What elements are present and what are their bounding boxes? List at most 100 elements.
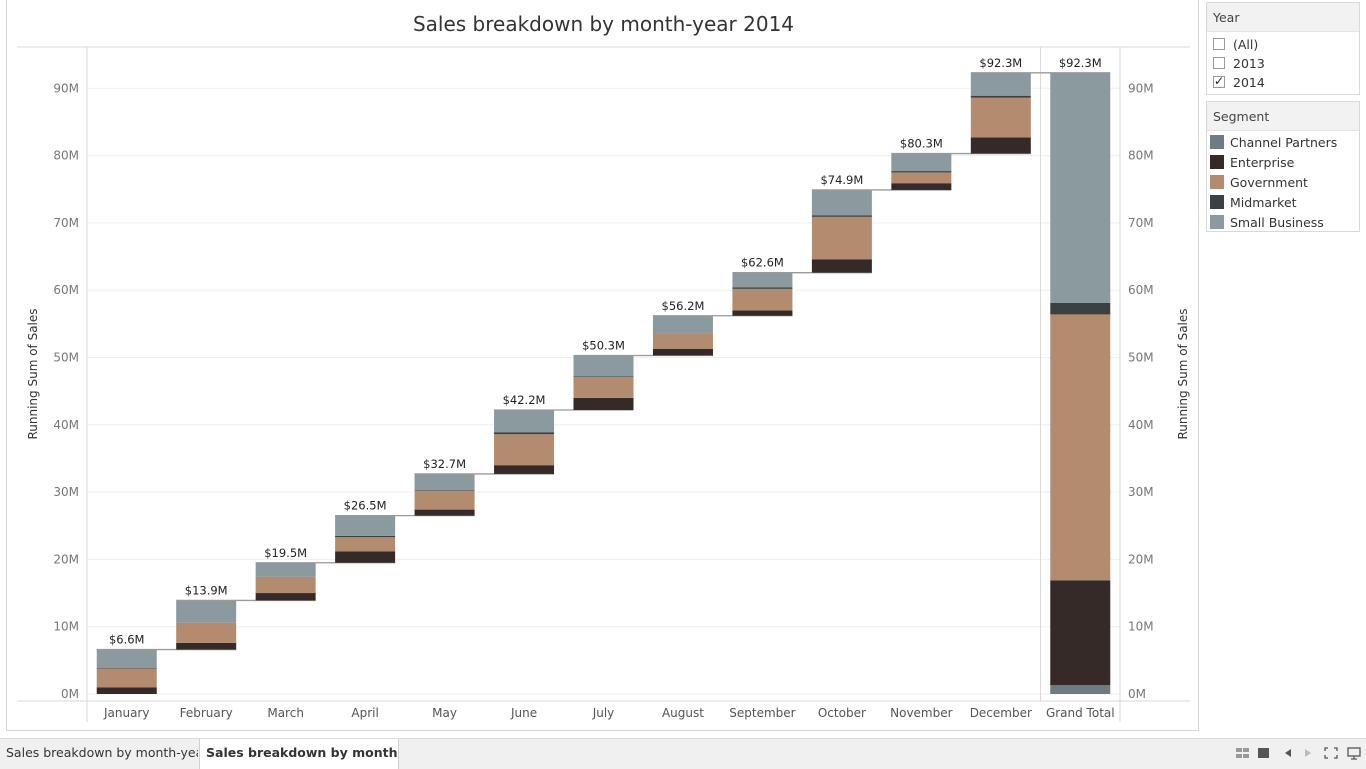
bar-segment-enterprise [891,183,952,190]
y-tick-label-right: 70M [1128,216,1154,230]
bar-segment-small-business [414,473,475,491]
bar-segment-government [891,172,952,184]
year-filter-title: Year [1213,10,1240,25]
legend-item-channel-partners[interactable]: Channel Partners [1210,133,1337,151]
y-tick-label-left: 20M [53,552,79,566]
checkbox-icon[interactable] [1213,57,1225,69]
chart-area: 0M 0M 10M 10M 20M 20M 30M 30M 40M 40M 50M 50M 60M 60M… [17,46,1190,722]
year-filter-header [1207,3,1359,32]
year-option-label: (All) [1233,36,1259,52]
bar-total-label: $19.5M [264,546,307,560]
legend-swatch [1210,175,1224,189]
legend-swatch [1210,135,1224,149]
x-tick-label: October [818,706,866,720]
x-tick-label: December [970,706,1032,720]
legend-label: Midmarket [1230,194,1297,210]
segment-legend: Segment Channel Partners Enterprise Gove… [1206,101,1360,232]
bar-segment-midmarket [573,376,634,378]
bar-total-label: $26.5M [344,499,387,513]
bar-segment-government [732,288,793,311]
bar-segment-midmarket [732,287,793,289]
fullscreen-icon[interactable] [1324,747,1338,763]
bar-segment-midmarket [970,95,1031,98]
x-tick-label: Grand Total [1046,706,1115,720]
bar-total-label: $13.9M [185,583,228,597]
x-tick-label: November [890,706,952,720]
bar-segment-enterprise [335,551,396,563]
bar-segment-small-business [732,272,793,288]
bar-segment-government [573,377,634,398]
bar-segment-government [335,537,396,552]
tab-sheet-1[interactable]: Sales breakdown by month-year... [6,745,198,760]
legend-item-government[interactable]: Government [1210,173,1308,191]
prev-icon[interactable] [1283,747,1293,763]
bar-segment-enterprise [176,642,237,650]
x-tick-label: July [592,706,615,720]
bar-segment-government [176,622,237,643]
bar-segment-enterprise [494,465,555,474]
legend-item-midmarket[interactable]: Midmarket [1210,193,1297,211]
bar-segment-enterprise [414,509,475,516]
y-tick-label-right: 20M [1128,552,1154,566]
bar-segment-small-business [96,649,157,668]
bar-segment-midmarket [1050,302,1111,315]
bar-segment-midmarket [494,432,555,435]
bar-segment-midmarket [414,490,475,491]
bar-segment-government [811,216,872,260]
y-tick-label-right: 40M [1128,418,1154,432]
year-option-2013[interactable]: 2013 [1213,54,1265,72]
y-tick-label-left: 30M [53,485,79,499]
year-option-2014[interactable]: 2014 [1213,73,1265,91]
bar-segment-government [96,668,157,688]
y-tick-label-right: 30M [1128,485,1154,499]
bar-segment-government [1050,314,1111,581]
x-tick-label: May [432,706,457,720]
bar-segment-channel-partners [1050,685,1111,694]
y-tick-label-left: 0M [61,687,79,701]
year-option-label: 2013 [1233,55,1265,71]
bar-segment-small-business [335,515,396,536]
bar-segment-midmarket [811,215,872,217]
bar-total-label: $62.6M [741,256,784,270]
bar-total-label: $92.3M [979,56,1022,70]
bar-segment-small-business [891,153,952,172]
bar-segment-government [414,490,475,510]
y-tick-label-left: 90M [53,81,79,95]
bar-segment-enterprise [1050,580,1111,686]
bar-segment-enterprise [96,687,157,694]
x-tick-label: January [103,706,150,720]
legend-swatch [1210,215,1224,229]
checkbox-checked-icon[interactable] [1213,74,1225,88]
y-tick-label-right: 90M [1128,81,1154,95]
year-option-all[interactable]: (All) [1213,35,1258,53]
bar-segment-small-business [176,600,237,623]
bar-segment-government [494,434,555,466]
legend-label: Channel Partners [1230,134,1338,150]
legend-label: Government [1230,174,1308,190]
dashboard: Sales breakdown by month-year 2014 0M 0M 1… [6,0,1199,731]
y-tick-label-right: 0M [1128,687,1146,701]
y-tick-label-left: 60M [53,283,79,297]
legend-item-small-business[interactable]: Small Business [1210,213,1324,231]
y-tick-label-left: 70M [53,216,79,230]
checkbox-icon[interactable] [1213,38,1225,50]
bar-total-label: $80.3M [900,137,943,151]
grid-view-icon[interactable] [1236,747,1250,763]
bar-total-label: $42.2M [503,393,546,407]
next-icon[interactable] [1303,747,1313,763]
y-tick-label-left: 10M [53,620,79,634]
bar-segment-government [970,97,1031,138]
single-view-icon[interactable] [1258,747,1270,763]
present-icon[interactable] [1347,747,1361,764]
year-option-label: 2014 [1233,74,1265,90]
bar-segment-small-business [1050,72,1111,303]
y-tick-label-left: 40M [53,418,79,432]
legend-item-enterprise[interactable]: Enterprise [1210,153,1294,171]
legend-label: Small Business [1230,214,1324,230]
bar-total-label: $50.3M [582,338,625,352]
bar-total-label: $6.6M [109,633,145,647]
tab-sheet-2[interactable]: Sales breakdown by month-ye... [199,739,399,769]
y-tick-label-right: 60M [1128,283,1154,297]
y-tick-label-left: 80M [53,149,79,163]
bar-segment-small-business [652,315,713,334]
